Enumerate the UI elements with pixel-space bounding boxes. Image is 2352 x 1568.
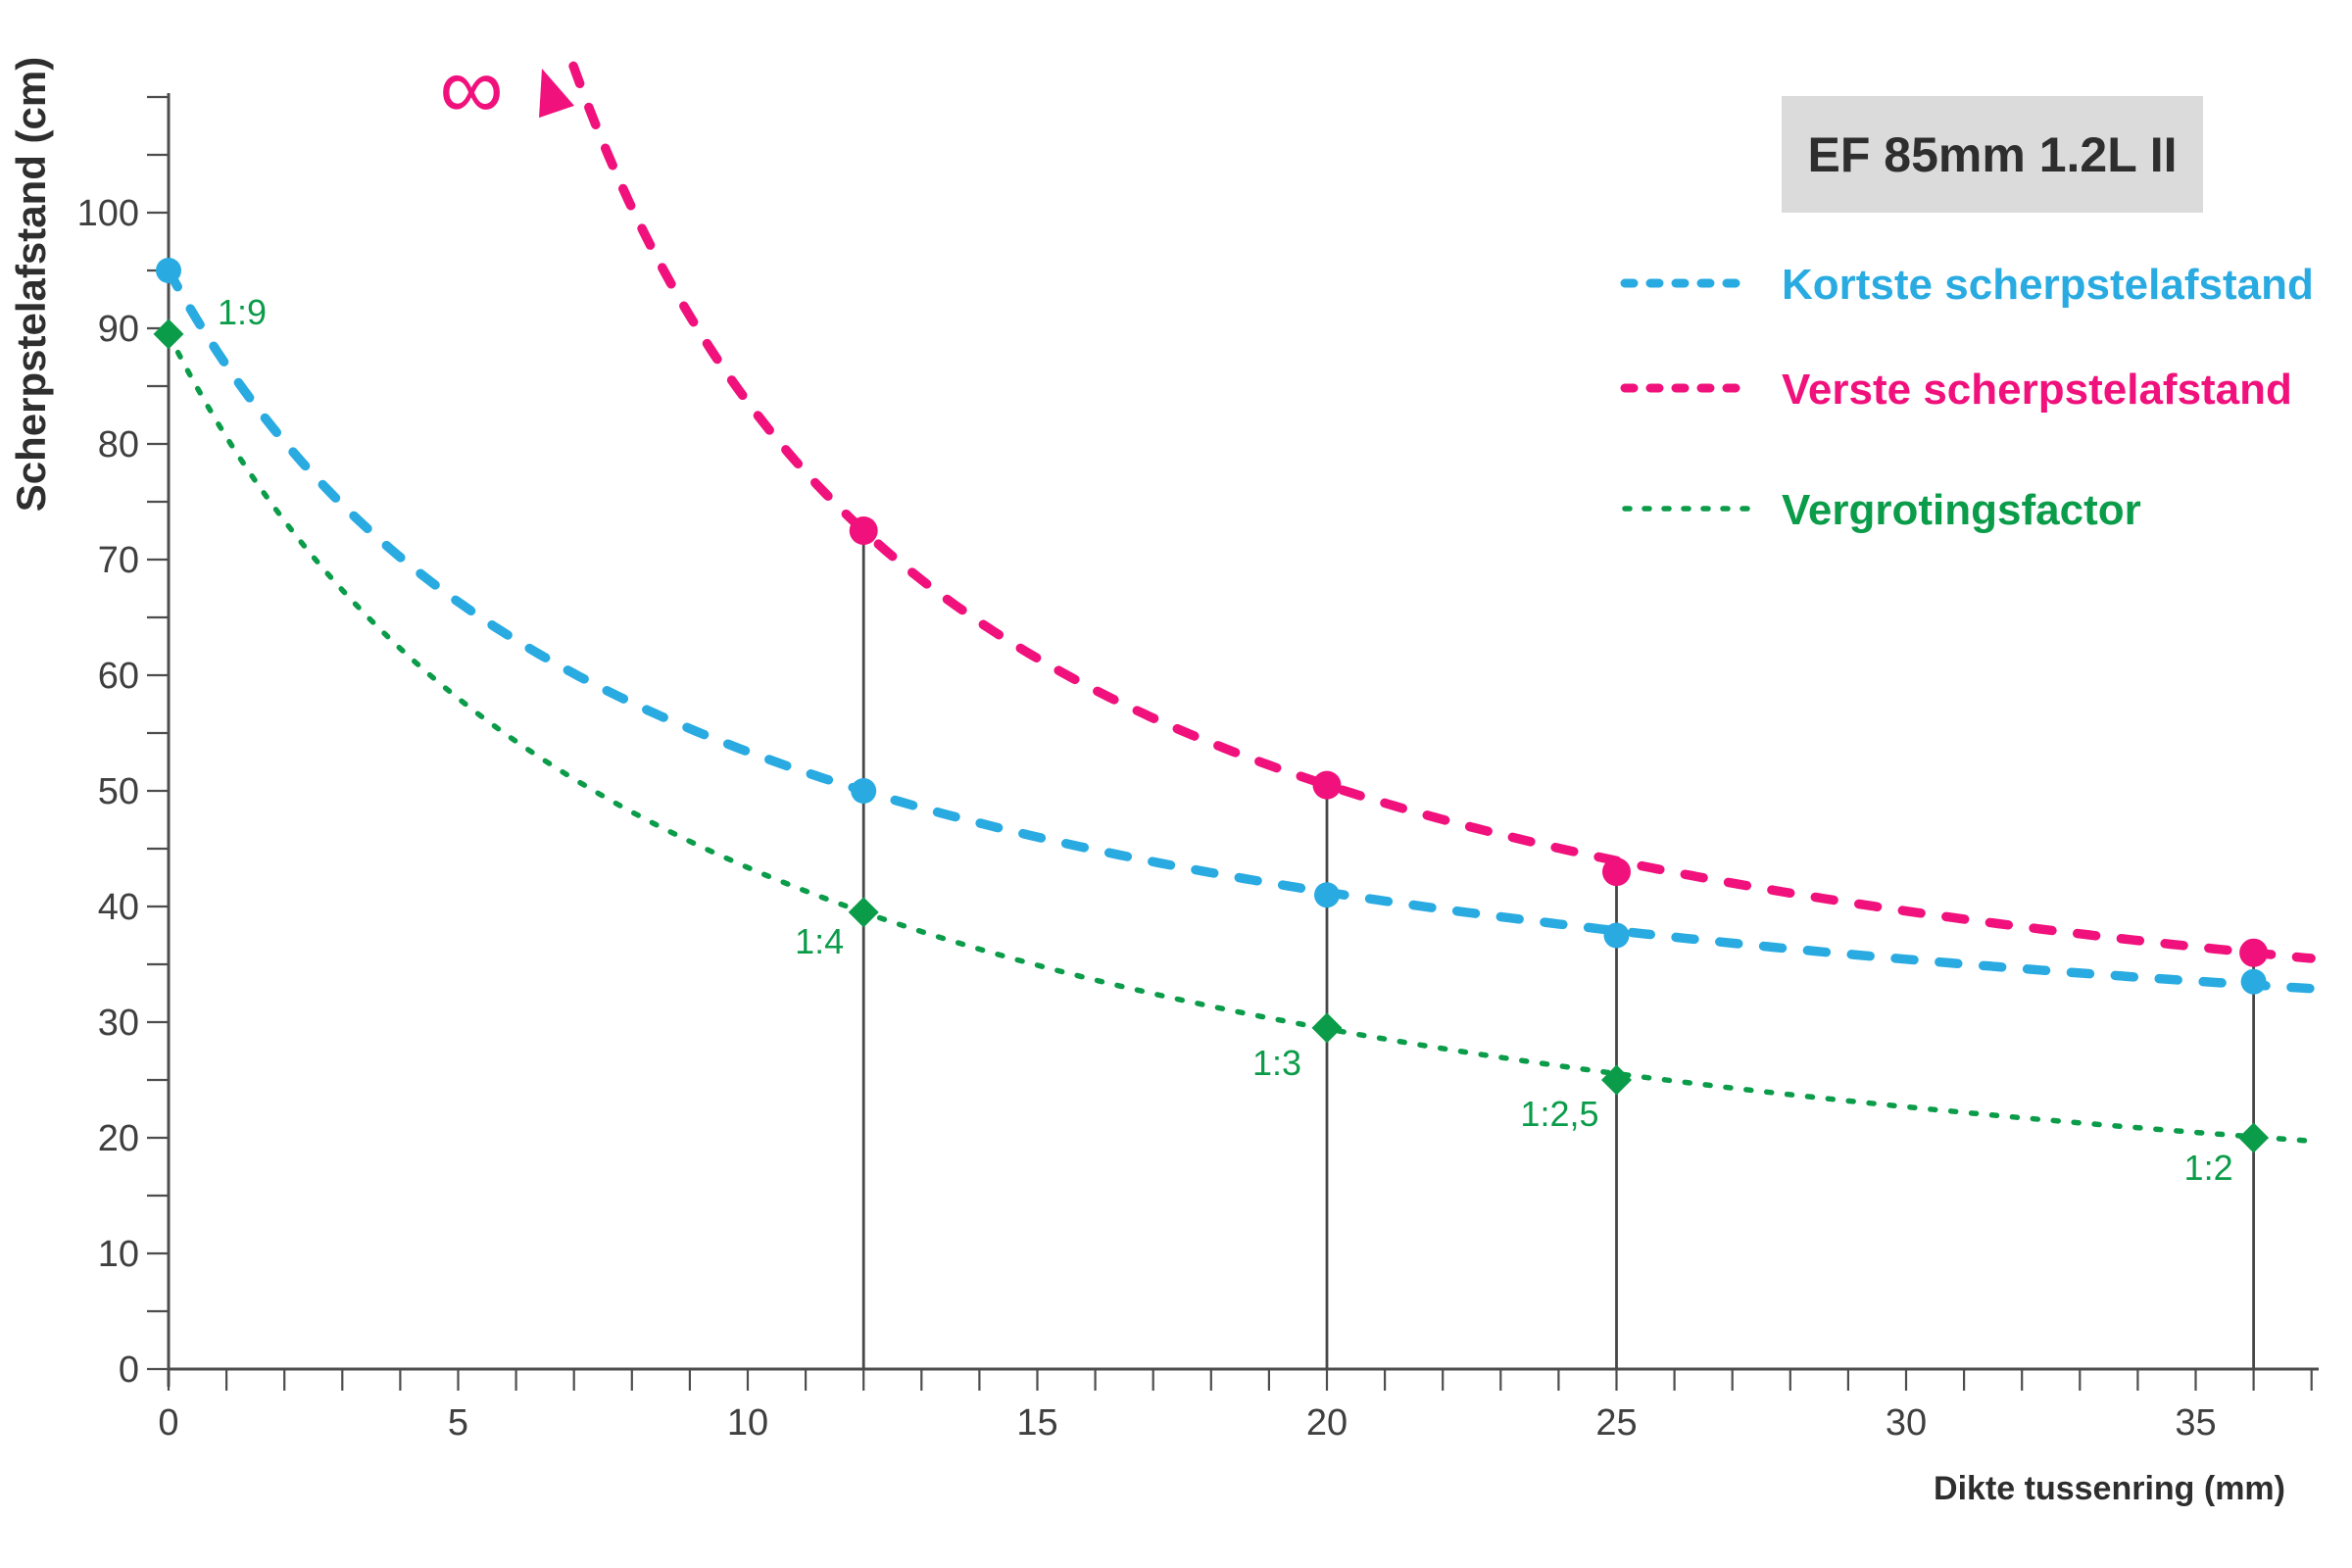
connector-lines: [861, 530, 2256, 1369]
y-axis-title: Scherpstelafstand (cm): [8, 57, 54, 512]
data-point-marker: [848, 897, 879, 928]
data-point-marker: [153, 318, 184, 350]
x-tick-label: 15: [1016, 1402, 1057, 1444]
curve-vergrotingsfactor: [166, 331, 2320, 1145]
curve-verste-scherpstelafstand: [568, 61, 2316, 963]
y-tick-label: 30: [98, 1003, 139, 1044]
legend-label: Verste scherpstelafstand: [1782, 366, 2292, 414]
legend-item: Vergrotingsfactor: [1622, 486, 2141, 534]
x-tick-label: 20: [1306, 1402, 1348, 1444]
data-point-marker: [849, 516, 878, 545]
y-tick-label: 70: [98, 540, 139, 581]
data-point-marker: [1311, 1012, 1343, 1044]
magnification-labels: 1:9 1:4 1:3 1:2,5 1:2: [218, 292, 2233, 1188]
magnification-label: 1:4: [795, 921, 844, 961]
y-tick-label: 10: [98, 1234, 139, 1275]
legend: Kortste scherpstelafstand Verste scherpst…: [1620, 261, 2314, 534]
magnification-label: 1:3: [1252, 1043, 1301, 1083]
magnification-label: 1:9: [218, 292, 267, 332]
lens-title-background: [1782, 96, 2203, 213]
data-point-marker: [2238, 1122, 2270, 1153]
data-point-marker: [1602, 858, 1631, 887]
legend-label: Vergrotingsfactor: [1782, 486, 2141, 534]
magnification-label: 1:2,5: [1520, 1094, 1598, 1134]
infinity-symbol: ∞: [439, 38, 504, 138]
y-tick-label: 40: [98, 887, 139, 928]
legend-label: Kortste scherpstelafstand: [1782, 261, 2314, 309]
lens-title: EF 85mm 1.2L II: [1807, 127, 2177, 182]
curve-kortste-scherpstelafstand: [164, 266, 2322, 994]
data-point-marker: [1603, 922, 1630, 949]
data-point-markers: [153, 258, 2270, 1153]
data-point-marker: [1314, 882, 1340, 908]
data-point-marker: [2239, 938, 2269, 967]
axes: 0 5 10 15 20 25 30 35 0 10 20 30 40 50 60 70 80 90 100: [77, 93, 2319, 1444]
lens-title-box: EF 85mm 1.2L II: [1782, 96, 2203, 213]
y-tick-label: 80: [98, 424, 139, 466]
y-tick-label: 100: [77, 193, 139, 234]
x-tick-label: 5: [448, 1402, 468, 1444]
legend-item: Kortste scherpstelafstand: [1620, 261, 2314, 309]
infinity-arrow-icon: [539, 69, 574, 119]
series-curves: [164, 61, 2322, 1145]
legend-item: Verste scherpstelafstand: [1620, 366, 2292, 414]
data-point-marker: [2240, 968, 2267, 995]
y-tick-label: 50: [98, 771, 139, 812]
x-axis-title: Dikte tussenring (mm): [1934, 1470, 2285, 1507]
x-tick-label: 0: [158, 1402, 178, 1444]
data-point-marker: [156, 258, 181, 283]
data-point-marker: [851, 778, 877, 804]
y-tick-label: 20: [98, 1118, 139, 1159]
y-tick-label: 60: [98, 656, 139, 697]
x-tick-label: 10: [727, 1402, 768, 1444]
data-point-marker: [1312, 770, 1342, 800]
x-tick-label: 35: [2175, 1402, 2216, 1444]
x-tick-label: 30: [1886, 1402, 1927, 1444]
y-tick-label: 0: [119, 1349, 139, 1391]
magnification-label: 1:2: [2184, 1148, 2233, 1188]
y-tick-label: 90: [98, 309, 139, 350]
x-tick-label: 25: [1595, 1402, 1637, 1444]
data-point-marker: [1601, 1064, 1632, 1096]
